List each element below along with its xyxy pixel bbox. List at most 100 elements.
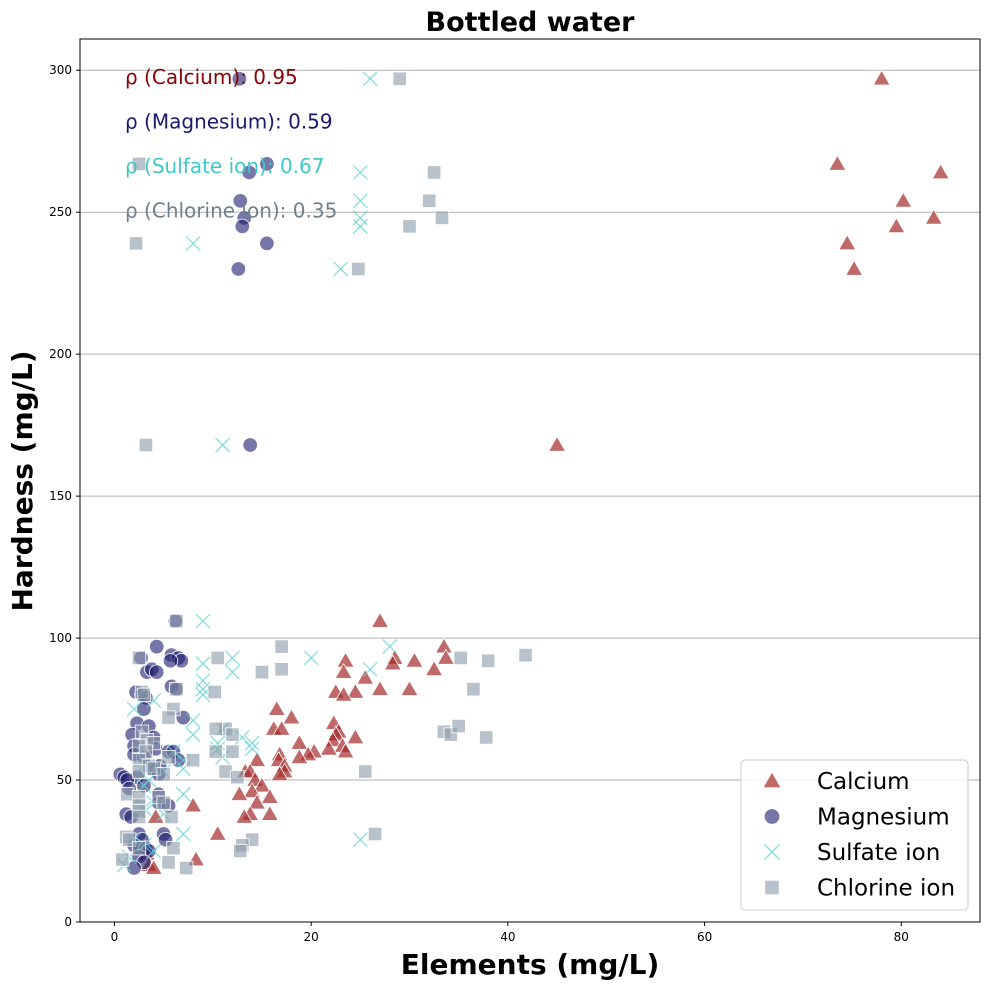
data-point: [259, 156, 275, 172]
data-point: [290, 733, 309, 750]
data-point: [346, 728, 365, 745]
x-stroke: [195, 656, 211, 672]
data-point: [208, 721, 223, 737]
x-stroke: [185, 235, 201, 251]
y-axis-label: Hardness (mg/L): [6, 350, 39, 611]
data-point: [405, 651, 424, 668]
chart-title: Bottled water: [426, 7, 636, 38]
data-point: [274, 639, 289, 654]
data-point: [346, 682, 365, 699]
x-stroke: [352, 832, 368, 848]
x-stroke: [195, 613, 211, 629]
data-point: [303, 650, 319, 666]
data-point: [453, 650, 468, 666]
data-point: [362, 661, 378, 677]
data-point: [162, 653, 179, 669]
x-tick-label: 40: [500, 930, 515, 944]
data-point: [370, 679, 390, 696]
data-point: [356, 668, 375, 685]
y-tick-label: 100: [49, 631, 72, 645]
data-point: [184, 796, 203, 813]
data-point: [208, 824, 227, 841]
data-point: [451, 718, 466, 734]
data-point: [126, 701, 142, 717]
data-point: [425, 660, 444, 677]
x-stroke: [362, 661, 378, 677]
x-stroke: [195, 687, 211, 703]
x-stroke: [175, 826, 191, 842]
legend-label: Calcium: [817, 769, 910, 795]
data-point: [931, 163, 950, 180]
data-point: [195, 681, 211, 697]
correlation-annotations: ρ (Calcium): 0.95 ρ (Magnesium): 0.59 ρ (S…: [125, 65, 337, 223]
data-point: [156, 795, 171, 810]
data-point: [466, 682, 481, 697]
y-tick-label: 50: [57, 773, 72, 787]
x-tick-label: 80: [894, 930, 909, 944]
x-stroke: [333, 261, 349, 277]
correlation-label: ρ (Chlorine ion): 0.35: [125, 199, 337, 223]
data-point: [383, 654, 402, 671]
data-point: [164, 809, 179, 825]
data-point: [274, 662, 289, 677]
data-point: [244, 735, 260, 751]
x-stroke: [224, 650, 240, 666]
data-point: [175, 826, 191, 842]
data-point: [828, 154, 847, 171]
x-stroke: [352, 164, 368, 180]
data-point: [267, 699, 286, 716]
data-point: [215, 437, 231, 453]
data-point: [185, 712, 201, 728]
series-calcium: [137, 69, 950, 875]
data-point: [422, 193, 437, 208]
data-point: [149, 664, 165, 680]
y-tick-label: 250: [49, 205, 72, 219]
data-point: [352, 832, 368, 848]
data-point: [382, 639, 398, 655]
data-point: [161, 855, 176, 870]
data-point: [195, 613, 211, 629]
data-point: [224, 650, 240, 666]
data-point: [224, 664, 240, 680]
data-point: [131, 156, 147, 172]
data-point: [319, 739, 338, 756]
data-point: [479, 730, 494, 745]
x-stroke: [244, 735, 260, 751]
data-point: [149, 638, 165, 655]
data-point: [235, 807, 254, 824]
data-point: [131, 764, 147, 779]
data-point: [370, 611, 390, 628]
data-point: [352, 218, 368, 234]
data-point: [334, 662, 353, 679]
data-point: [241, 164, 257, 181]
data-point: [336, 651, 355, 668]
data-point: [334, 685, 353, 702]
data-point: [136, 687, 152, 702]
data-point: [247, 750, 267, 767]
data-point: [352, 164, 368, 180]
data-point: [434, 210, 450, 225]
data-point: [128, 236, 144, 251]
data-point: [402, 219, 417, 234]
data-point: [185, 235, 201, 251]
data-point: [362, 71, 378, 87]
data-point: [272, 719, 291, 736]
data-point: [208, 744, 223, 759]
data-point: [518, 647, 533, 663]
data-point: [260, 787, 279, 804]
legend-label: Sulfate ion: [817, 840, 940, 866]
data-point: [156, 767, 171, 782]
data-point: [231, 71, 248, 87]
y-tick-label: 300: [49, 63, 72, 77]
data-point: [358, 764, 373, 779]
data-point: [131, 841, 147, 856]
data-point: [242, 437, 258, 453]
x-stroke: [195, 681, 211, 697]
x-stroke: [382, 639, 398, 655]
data-point: [838, 234, 857, 251]
data-point: [260, 804, 279, 821]
data-point: [232, 193, 249, 209]
grid-lines: [80, 69, 980, 923]
data-point: [887, 217, 906, 234]
data-point: [924, 208, 943, 225]
